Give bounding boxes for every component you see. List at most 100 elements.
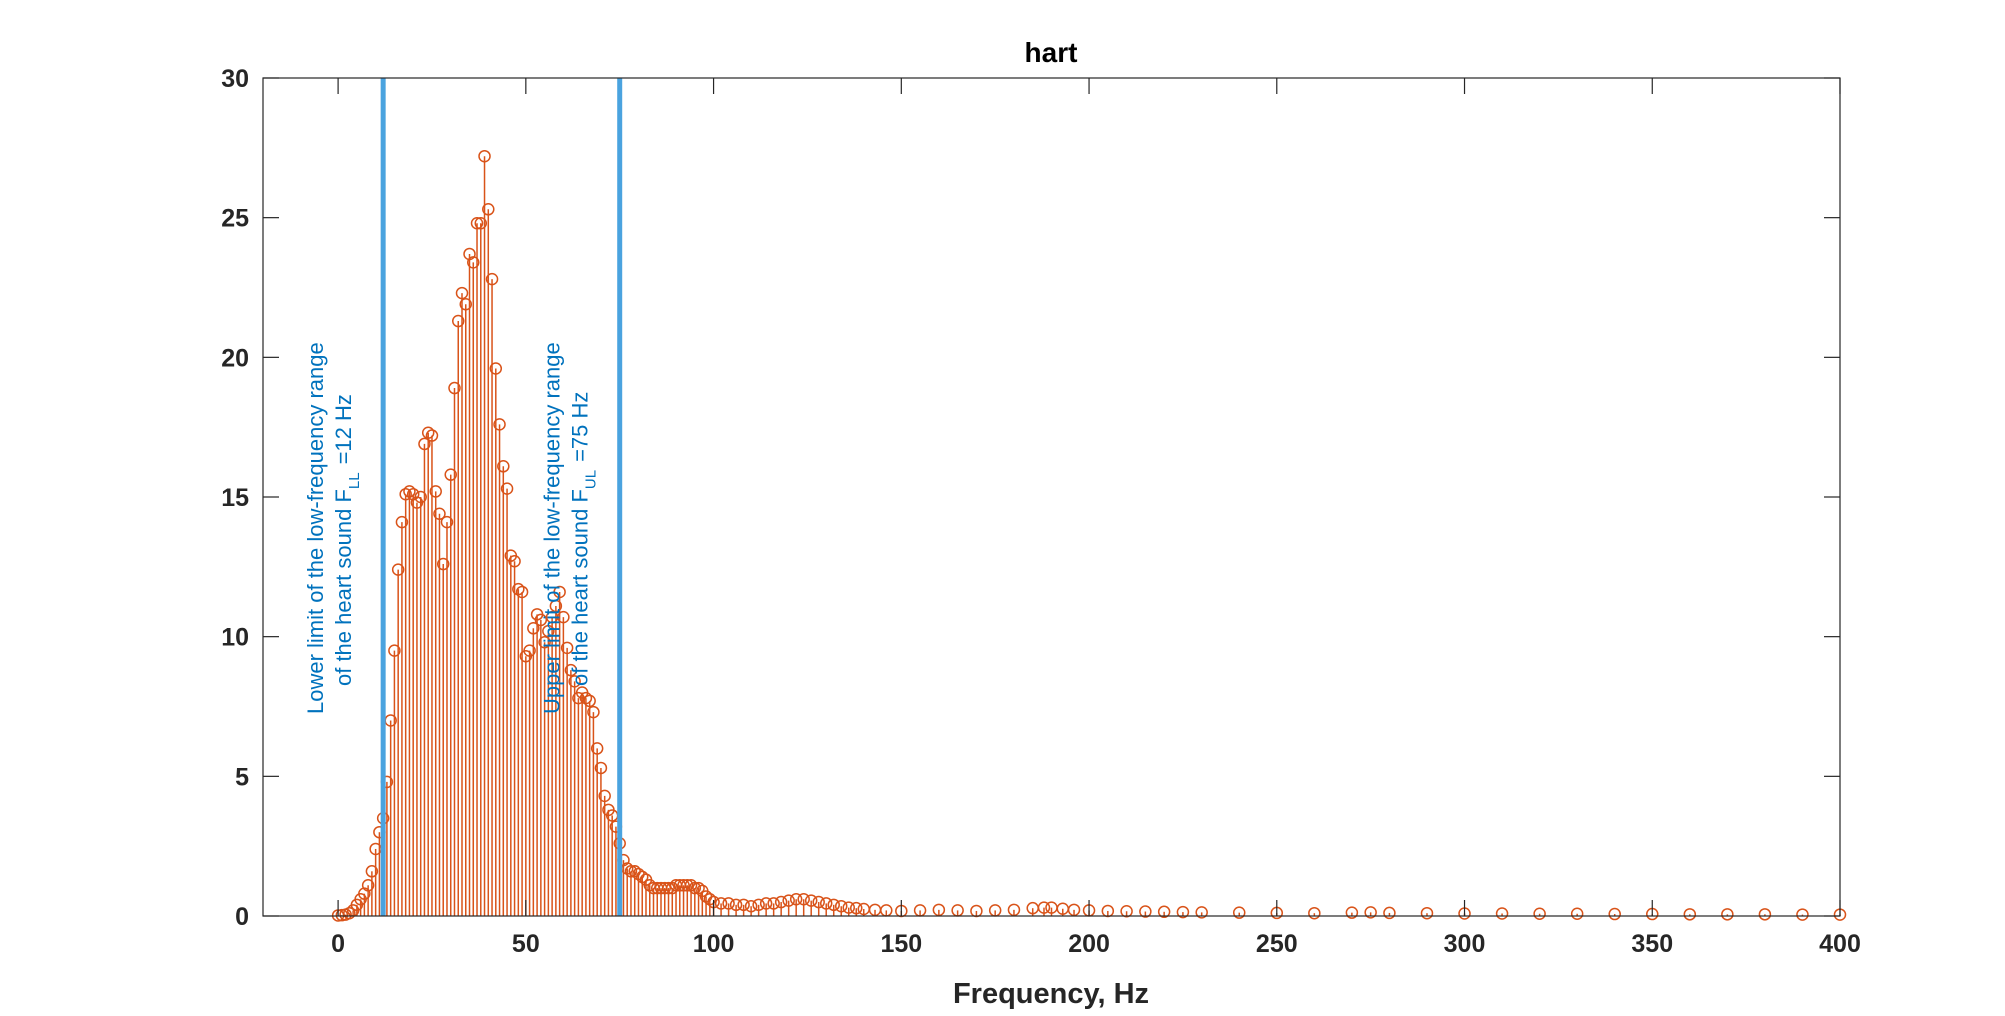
stem-marker-111 <box>789 892 803 906</box>
stem-marker-36 <box>467 256 480 269</box>
annotation-line-2: of the heart sound F <box>568 489 593 686</box>
stem-marker-55 <box>538 636 551 649</box>
stem-marker-20 <box>406 487 420 501</box>
stem-marker-68 <box>587 705 600 719</box>
x-tick-label-4: 200 <box>1068 930 1110 958</box>
stem-marker-153 <box>1608 907 1621 921</box>
stem-marker-125 <box>932 903 946 917</box>
limit-annotation-0: Lower limit of the low-frequency range of… <box>303 342 363 714</box>
stem-marker-45 <box>500 482 514 495</box>
stem-marker-35 <box>463 247 476 261</box>
stem-marker-48 <box>512 582 525 596</box>
y-tick-label-5: 25 <box>221 205 249 233</box>
stem-marker-56 <box>542 624 555 638</box>
stem-marker-145 <box>1345 906 1359 919</box>
x-axis-ticks: 0 50 100 150 200 250 300 350 400 <box>331 78 1861 958</box>
stem-marker-151 <box>1533 907 1546 921</box>
stem-marker-105 <box>744 899 758 913</box>
stem-marker-119 <box>850 901 863 915</box>
stem-series <box>331 149 1847 922</box>
stem-marker-26 <box>429 485 442 498</box>
stem-marker-30 <box>444 468 457 481</box>
stem-marker-113 <box>804 894 818 907</box>
stem-marker-137 <box>1120 905 1133 918</box>
stem-marker-109 <box>774 895 788 909</box>
y-tick-label-6: 30 <box>221 65 249 93</box>
stem-marker-94 <box>684 879 698 892</box>
stem-marker-147 <box>1383 906 1396 920</box>
stem-marker-41 <box>485 272 499 286</box>
y-tick-label-0: 0 <box>235 903 249 931</box>
stem-marker-54 <box>534 613 548 627</box>
stem-marker-25 <box>425 429 439 442</box>
stem-marker-117 <box>834 899 848 913</box>
stem-marker-148 <box>1420 906 1434 920</box>
stem-marker-131 <box>1037 901 1051 914</box>
stem-marker-40 <box>482 203 495 216</box>
stem-marker-39 <box>478 149 491 163</box>
stem-marker-22 <box>414 490 427 504</box>
limit-annotation-1: Upper limit of the low-frequency range of… <box>540 342 600 714</box>
stem-marker-52 <box>527 622 540 635</box>
stem-marker-58 <box>549 599 563 613</box>
stem-marker-71 <box>598 789 611 803</box>
stem-marker-27 <box>433 507 446 521</box>
stem-marker-103 <box>729 898 743 912</box>
stem-marker-110 <box>782 894 795 907</box>
stem-marker-51 <box>523 644 536 657</box>
stem-marker-23 <box>418 437 431 451</box>
stem-marker-118 <box>842 901 855 914</box>
y-axis-ticks: 0 5 10 15 20 25 30 <box>221 65 1840 931</box>
stem-marker-87 <box>658 881 672 895</box>
stem-marker-63 <box>568 675 581 688</box>
stem-marker-156 <box>1721 908 1734 921</box>
x-tick-label-0: 0 <box>331 930 345 958</box>
stem-marker-24 <box>421 426 435 440</box>
stem-marker-115 <box>819 897 833 910</box>
annotation-line-1: Lower limit of the low-frequency range <box>303 342 328 714</box>
stem-marker-44 <box>497 460 510 473</box>
stem-marker-38 <box>474 217 488 230</box>
x-tick-label-7: 350 <box>1631 930 1673 958</box>
stem-marker-96 <box>692 881 705 895</box>
stem-marker-112 <box>797 892 810 906</box>
stem-marker-83 <box>643 879 656 892</box>
stem-marker-139 <box>1157 905 1171 919</box>
chart-title: hart <box>1025 37 1078 68</box>
stem-marker-18 <box>399 487 412 501</box>
annotation-subscript: LL <box>346 472 363 489</box>
stem-marker-32 <box>451 314 465 328</box>
x-tick-label-1: 50 <box>512 930 540 958</box>
stem-marker-47 <box>508 554 521 568</box>
stem-marker-60 <box>557 610 570 624</box>
stem-marker-101 <box>714 897 728 910</box>
stem-marker-116 <box>827 898 840 912</box>
stem-marker-129 <box>1007 903 1021 917</box>
stem-marker-42 <box>489 362 503 375</box>
stem-marker-28 <box>436 557 450 571</box>
stem-marker-89 <box>666 881 679 895</box>
stem-marker-88 <box>662 881 675 895</box>
stem-marker-67 <box>583 694 596 708</box>
stem-marker-138 <box>1139 905 1152 918</box>
stem-marker-43 <box>493 418 506 431</box>
annotation-suffix: =12 Hz <box>331 394 356 464</box>
stem-marker-62 <box>564 663 578 677</box>
x-tick-label-2: 100 <box>693 930 735 958</box>
stem-marker-150 <box>1495 907 1509 920</box>
stem-marker-66 <box>579 691 593 705</box>
stem-marker-92 <box>677 879 690 892</box>
stem-marker-104 <box>737 898 750 912</box>
y-tick-label-1: 5 <box>235 763 249 791</box>
y-tick-label-3: 15 <box>221 484 249 512</box>
stem-marker-107 <box>759 897 773 910</box>
stem-marker-29 <box>440 515 454 529</box>
stem-marker-8 <box>361 879 375 892</box>
stem-marker-16 <box>391 563 405 576</box>
stem-marker-93 <box>681 879 694 892</box>
stem-marker-99 <box>703 892 717 906</box>
stem-marker-37 <box>470 217 484 230</box>
x-tick-label-5: 250 <box>1256 930 1298 958</box>
stem-marker-81 <box>635 870 649 884</box>
